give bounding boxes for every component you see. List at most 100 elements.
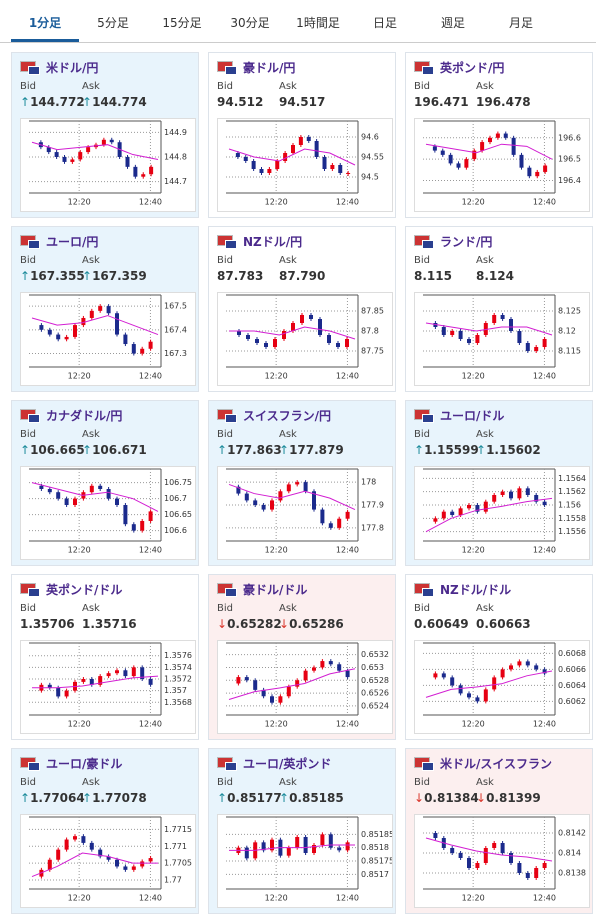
candle [149, 166, 154, 175]
candle [106, 306, 111, 314]
ask-value: 177.879 [279, 443, 344, 457]
pair-title[interactable]: NZドル/ドル [440, 583, 512, 597]
rate-card[interactable]: ユーロ/円 Bid Ask 167.355167.359 167.3 167.4 167.5… [11, 226, 199, 392]
tab-bar: 1分足 5分足 15分足 30分足 1時間足 日足 週足 月足 [0, 0, 596, 43]
mini-chart: 0.6062 0.6064 0.6066 0.6068 12:20 12:40 [414, 640, 590, 734]
rate-card[interactable]: スイスフラン/円BidAsk177.863177.879177.8177.917… [208, 400, 396, 566]
candle [320, 509, 325, 524]
candle [89, 842, 94, 850]
y-tick-label: 106.6 [164, 526, 187, 535]
candle [517, 331, 522, 343]
pair-title[interactable]: ユーロ/英ポンド [243, 757, 332, 771]
candle [291, 323, 295, 331]
rate-card[interactable]: 英ポンド/円 Bid Ask 196.471 196.478 196.4 196.5 196.… [405, 52, 593, 218]
pair-title[interactable]: 英ポンド/ドル [46, 583, 123, 597]
tab-underline [11, 39, 79, 42]
x-tick-label: 12:40 [533, 546, 556, 555]
candle [511, 137, 516, 155]
rate-card[interactable]: ユーロ/ドルBidAsk1.155991.156021.15561.15581.… [405, 400, 593, 566]
tab[interactable]: 日足 [372, 16, 398, 30]
candle [492, 495, 497, 502]
tab[interactable]: 1時間足 [296, 16, 340, 30]
ask-label: Ask [476, 603, 494, 614]
tab[interactable]: 5分足 [97, 16, 129, 30]
candle [98, 306, 103, 311]
pair-title[interactable]: 米ドル/スイスフラン [440, 757, 553, 771]
bid-value: 167.355 [20, 269, 85, 283]
mini-chart: 196.4 196.5 196.6 12:20 12:40 [414, 118, 590, 212]
bid-value: 1.35706 [20, 617, 75, 631]
bid-value: 0.85177 [217, 791, 282, 805]
pair-title[interactable]: 豪ドル/円 [243, 61, 296, 75]
candle [475, 697, 480, 702]
candle [47, 489, 52, 493]
tab[interactable]: 週足 [440, 16, 466, 30]
pair-title[interactable]: ユーロ/ドル [440, 409, 505, 423]
rate-card[interactable]: 米ドル/スイスフランBidAsk0.813840.813990.81380.81… [405, 748, 593, 914]
pair-title[interactable]: ユーロ/円 [46, 235, 99, 249]
rate-card[interactable]: カナダドル/円BidAsk106.665106.671106.6106.6510… [11, 400, 199, 566]
candle [243, 157, 248, 161]
x-tick-label: 12:40 [336, 720, 359, 729]
pair-title[interactable]: ランド/円 [440, 235, 493, 249]
y-tick-label: 1.77 [164, 875, 182, 884]
rate-card[interactable]: ユーロ/英ポンドBidAsk0.851770.851850.85170.8517… [208, 748, 396, 914]
ask-value: 1.35716 [82, 617, 137, 631]
candle [148, 679, 153, 685]
candle [140, 667, 145, 679]
candle [73, 498, 77, 505]
candle [534, 868, 539, 878]
y-tick-label: 0.6064 [558, 681, 586, 690]
candle [123, 670, 128, 677]
candle [98, 485, 103, 489]
y-tick-label: 144.8 [164, 153, 187, 162]
pair-title[interactable]: NZドル/円 [243, 235, 303, 249]
y-tick-label: 1.3572 [164, 675, 192, 684]
ask-label: Ask [82, 81, 100, 92]
pair-title[interactable]: 豪ドル/ドル [243, 583, 308, 597]
rate-card[interactable]: 米ドル/円 Bid Ask 144.772144.774 144.7 144.8 144.9… [11, 52, 199, 218]
tab[interactable]: 1分足 [28, 16, 62, 30]
y-tick-label: 106.75 [164, 478, 192, 487]
candle [73, 836, 77, 840]
candle [450, 848, 455, 853]
moving-average [229, 844, 355, 851]
pair-title[interactable]: 英ポンド/円 [440, 61, 505, 75]
bid-value: 177.863 [217, 443, 282, 457]
flag-icon [422, 66, 434, 75]
rate-card[interactable]: ユーロ/豪ドルBidAsk1.770641.770781.771.77051.7… [11, 748, 199, 914]
rate-card[interactable]: ランド/円 Bid Ask 8.115 8.124 8.115 8.12 8.125 12:20… [405, 226, 593, 392]
candle [328, 661, 333, 665]
candle [270, 500, 274, 510]
pair-title[interactable]: 米ドル/円 [46, 61, 99, 75]
mini-chart: 1.3568 1.357 1.3572 1.3574 1.3576 12:20 12:40 [20, 640, 196, 734]
tab[interactable]: 30分足 [230, 16, 270, 30]
pair-title[interactable]: スイスフラン/円 [243, 409, 332, 423]
candle [236, 677, 241, 684]
y-tick-label: 196.5 [558, 155, 581, 164]
flag-icon [28, 414, 40, 423]
ask-value: 167.359 [82, 269, 147, 283]
pair-title[interactable]: ユーロ/豪ドル [46, 757, 123, 771]
pair-title[interactable]: カナダドル/円 [46, 409, 123, 423]
candle [295, 680, 300, 687]
candle [264, 343, 268, 347]
x-tick-label: 12:20 [265, 546, 288, 555]
mini-chart: 177.8 177.9 178 12:20 12:40 [217, 466, 393, 560]
rate-card[interactable]: NZドル/ドル Bid Ask 0.60649 0.60663 0.6062 0.6064 0… [405, 574, 593, 740]
moving-average [228, 148, 356, 166]
x-tick-label: 12:40 [533, 894, 556, 903]
rate-card[interactable]: 英ポンド/ドル Bid Ask 1.35706 1.35716 1.3568 1.357 1.… [11, 574, 199, 740]
mini-chart: 167.3 167.4 167.5 12:20 12:40 [20, 292, 196, 386]
candle [275, 161, 280, 169]
rate-card[interactable]: 豪ドル/円 Bid Ask 94.512 94.517 94.5 94.55 94.6 12:2… [208, 52, 396, 218]
flag-icon [28, 588, 40, 597]
candle [492, 677, 497, 690]
candle [255, 339, 259, 343]
rate-card[interactable]: NZドル/円 Bid Ask 87.783 87.790 87.75 87.8 87.85 12… [208, 226, 396, 392]
tab[interactable]: 月足 [508, 16, 534, 30]
tab[interactable]: 15分足 [162, 16, 202, 30]
flag-icon [422, 762, 434, 771]
rate-card[interactable]: 豪ドル/ドルBidAsk0.652820.652860.65240.65260.… [208, 574, 396, 740]
y-tick-label: 178 [361, 478, 376, 487]
